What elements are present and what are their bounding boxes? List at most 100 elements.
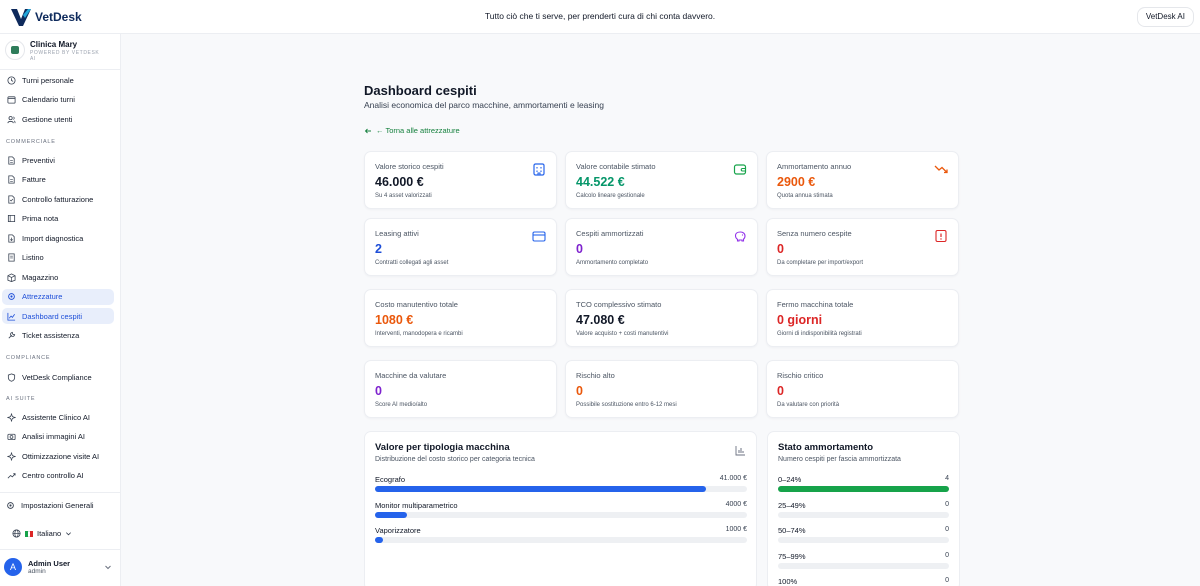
chevron-down-icon [105, 565, 111, 570]
user-name: Admin User [28, 559, 71, 568]
language-selector[interactable]: Italiano [12, 529, 72, 538]
sidebar-item-label: Gestione utenti [22, 114, 73, 124]
kpi-card-senza-numero-cespite: Senza numero cespite 0 Da completare per… [766, 218, 959, 276]
bar-row: 25–49% 0 [778, 501, 949, 519]
bar-chart-icon [735, 446, 745, 456]
sidebar-item-magazzino[interactable]: Magazzino [2, 269, 114, 285]
file-icon [8, 155, 15, 165]
bar-label: 50–74% [778, 526, 806, 535]
sidebar-section-label: AI SUITE [6, 396, 36, 402]
kpi-value: 0 [576, 242, 583, 256]
sidebar-item-preventivi[interactable]: Preventivi [2, 152, 114, 168]
chevron-down-icon [66, 532, 72, 536]
calendar-icon [7, 96, 16, 104]
arrow-left-icon [364, 128, 371, 133]
sidebar-item-label: Turni personale [22, 75, 74, 85]
sidebar-item-label: Import diagnostica [22, 233, 84, 243]
bar-row: Ecografo 41.000 € [375, 475, 747, 493]
alert-icon [935, 229, 947, 243]
sidebar-item-gestione-utenti[interactable]: Gestione utenti [2, 111, 114, 127]
bar-label: Monitor multiparametrico [375, 500, 458, 510]
kpi-value: 46.000 € [375, 175, 424, 189]
sidebar-item-settings[interactable]: Impostazioni Generali [6, 501, 94, 510]
sidebar-item-label: Dashboard cespiti [22, 311, 83, 321]
sidebar-item-label: Calendario turni [22, 95, 75, 104]
bar-label: 100% [778, 577, 798, 586]
kpi-label: Rischio alto [576, 371, 615, 380]
sidebar-item-controllo-fatturazione[interactable]: Controllo fatturazione [2, 191, 114, 207]
bar-track [778, 511, 949, 518]
kpi-card-rischio-critico: Rischio critico 0 Da valutare con priori… [766, 360, 959, 418]
user-menu[interactable]: A Admin User admin [4, 558, 116, 576]
credit-card-icon [532, 231, 546, 242]
sidebar-item-label: Controllo fatturazione [22, 194, 94, 204]
user-role: admin [28, 568, 46, 575]
sidebar-item-listino[interactable]: Listino [2, 250, 114, 266]
sidebar-item-label: Fatture [22, 175, 46, 184]
sidebar-item-prima-nota[interactable]: Prima nota [2, 211, 114, 227]
kpi-label: Rischio critico [777, 371, 824, 380]
book-icon [7, 214, 16, 223]
sidebar-item-assistente-clinico-ai[interactable]: Assistente Clinico AI [2, 409, 114, 425]
kpi-value: 47.080 € [576, 313, 625, 327]
clinic-powered-by: POWERED BY VETDESK AI [30, 50, 100, 62]
page-subtitle: Analisi economica del parco macchine, am… [364, 100, 605, 110]
sidebar-item-centro-controllo-ai[interactable]: Centro controllo AI [2, 468, 114, 484]
bar-value: 4 [945, 475, 949, 482]
sidebar-item-label: Ticket assistenza [22, 331, 80, 340]
kpi-note: Contratti collegati agli asset [375, 260, 449, 266]
file-import-icon [8, 233, 15, 243]
bar-fill [375, 537, 384, 543]
bar-value: 4000 € [725, 500, 747, 508]
sidebar-item-calendario-turni[interactable]: Calendario turni [2, 92, 114, 108]
kpi-label: Fermo macchina totale [777, 300, 854, 309]
kpi-note: Possibile sostituzione entro 6-12 mesi [576, 402, 677, 408]
bar-value: 0 [945, 526, 949, 533]
sidebar-item-ottimizzazione-visite-ai[interactable]: Ottimizzazione visite AI [2, 448, 114, 464]
main-content: Dashboard cespiti Analisi economica del … [121, 34, 1200, 586]
sidebar-item-ticket-assistenza[interactable]: Ticket assistenza [2, 328, 114, 344]
panel-title: Stato ammortamento [778, 442, 874, 453]
bar-label: Ecografo [375, 475, 406, 484]
back-to-equipment-link[interactable]: ← Torna alle attrezzature [364, 126, 460, 135]
sidebar-item-label: Listino [22, 253, 44, 262]
sidebar-item-vetdesk-compliance[interactable]: VetDesk Compliance [2, 369, 114, 385]
kpi-label: Ammortamento annuo [777, 162, 852, 171]
wrench-icon [8, 331, 16, 339]
kpi-label: Senza numero cespite [777, 229, 852, 238]
bar-track [375, 511, 747, 518]
kpi-value: 0 [777, 242, 784, 256]
kpi-note: Ammortamento completato [576, 260, 649, 266]
kpi-value: 44.522 € [576, 175, 625, 189]
language-label: Italiano [37, 529, 62, 538]
kpi-note: Calcolo lineare gestionale [576, 193, 645, 199]
kpi-card-ammortamento-annuo: Ammortamento annuo 2900 € Quota annua st… [766, 151, 959, 209]
sidebar-item-turni-personale[interactable]: Turni personale [2, 72, 114, 88]
bar-track [375, 486, 747, 492]
vetdesk-logo[interactable]: VetDesk [10, 6, 82, 28]
sidebar-item-import-diagnostica[interactable]: Import diagnostica [2, 230, 114, 246]
bar-row: Monitor multiparametrico 4000 € [375, 501, 747, 519]
clinic-name: Clinica Mary [30, 40, 78, 49]
sidebar-item-analisi-immagini-ai[interactable]: Analisi immagini AI [2, 429, 114, 445]
building-icon [533, 163, 545, 176]
clinic-switcher[interactable]: Clinica Mary POWERED BY VETDESK AI [5, 40, 102, 62]
panel-title: Valore per tipologia macchina [375, 442, 510, 453]
sidebar-item-attrezzature[interactable]: Attrezzature [2, 288, 114, 305]
file-check-icon [8, 194, 15, 204]
kpi-value: 0 [375, 384, 382, 398]
sidebar-divider [0, 549, 121, 550]
sidebar-item-dashboard-cespiti[interactable]: Dashboard cespiti [2, 308, 114, 324]
vetdesk-ai-button[interactable]: VetDesk AI [1136, 7, 1194, 27]
bar-fill [375, 486, 707, 492]
kpi-label: Macchine da valutare [375, 371, 447, 380]
sidebar-item-fatture[interactable]: Fatture [2, 172, 114, 188]
kpi-value: 0 [576, 384, 583, 398]
bar-label: Vaporizzatore [375, 526, 421, 535]
kpi-card-fermo-macchina-totale: Fermo macchina totale 0 giorni Giorni di… [766, 289, 959, 347]
sidebar-item-label: Prima nota [22, 214, 59, 223]
kpi-card-valore-contabile-stimato: Valore contabile stimato 44.522 € Calcol… [565, 151, 758, 209]
bar-value: 0 [945, 500, 949, 508]
wallet-icon [733, 164, 747, 175]
camera-icon [7, 433, 16, 441]
